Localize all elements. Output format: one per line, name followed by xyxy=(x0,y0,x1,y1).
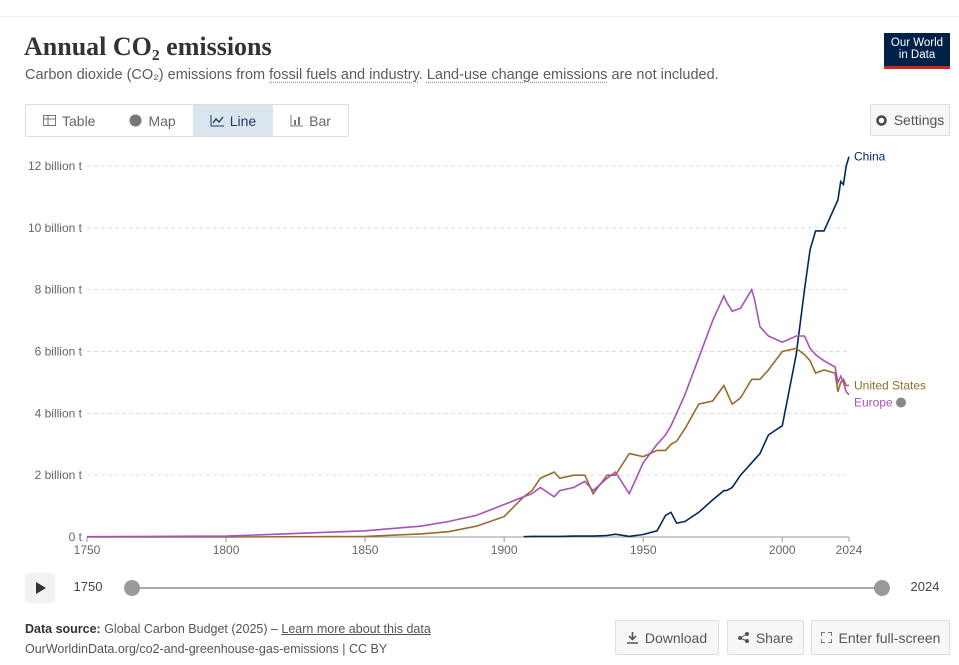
x-tick-label: 2024 xyxy=(836,543,863,557)
play-icon xyxy=(36,582,46,594)
title: Annual CO₂ emissions xyxy=(24,32,272,61)
legend-label: Europe xyxy=(854,396,893,410)
info-icon xyxy=(896,397,906,408)
subtitle-text: Carbon dioxide (CO₂) emissions from xyxy=(25,67,270,83)
x-tick-label: 2000 xyxy=(769,543,796,557)
series-line xyxy=(523,156,850,538)
legend-label: China xyxy=(854,150,886,164)
button-label: Share xyxy=(755,629,794,646)
icon xyxy=(820,632,832,643)
button-label: Settings xyxy=(893,112,945,128)
source-label: Data source: xyxy=(25,622,101,636)
legend-label: United States xyxy=(854,379,926,393)
icon xyxy=(129,114,142,127)
top-border xyxy=(0,16,959,17)
x-tick-label: 1750 xyxy=(74,543,101,557)
y-tick-label: 2 billion t xyxy=(35,468,83,482)
tab-label: Table xyxy=(62,112,96,129)
tab-label: Line xyxy=(229,112,257,129)
tab[interactable]: Table xyxy=(26,105,112,136)
button-label: Enter full-screen xyxy=(838,629,941,646)
legend-item: China xyxy=(854,150,886,164)
y-tick-label: 0 t xyxy=(69,530,83,544)
y-tick-label: 4 billion t xyxy=(35,406,83,420)
series-line xyxy=(86,287,850,538)
url: OurWorldinData.org/co2-and-greenhouse-ga… xyxy=(25,642,388,656)
icon xyxy=(290,114,304,126)
fullscreen-button[interactable]: Enter full-screen xyxy=(811,620,950,655)
subtitle-text: . xyxy=(418,67,427,83)
subtitle: Carbon dioxide (CO₂) emissions from foss… xyxy=(25,67,719,83)
legend-item: Europe xyxy=(854,396,906,410)
tabs: Table Map Line Bar xyxy=(25,104,349,137)
source-line: Data source: Global Carbon Budget (2025)… xyxy=(25,619,431,639)
y-tick-label: 10 billion t xyxy=(28,221,83,235)
icon xyxy=(210,114,224,126)
download-button[interactable]: Download xyxy=(615,620,719,655)
x-tick-label: 1800 xyxy=(213,543,240,557)
tab[interactable]: Bar xyxy=(273,105,348,136)
logo[interactable]: Our World in Data xyxy=(884,33,950,69)
x-tick-label: 1950 xyxy=(630,543,657,557)
series-line xyxy=(87,347,849,538)
tab[interactable]: Map xyxy=(112,105,192,136)
x-tick-label: 1900 xyxy=(491,543,518,557)
subtitle-text: are not included. xyxy=(607,67,719,83)
logo-line: in Data xyxy=(898,49,936,61)
timeline-handle[interactable] xyxy=(874,580,890,596)
subtitle-link[interactable]: Land-use change emissions xyxy=(426,67,608,83)
tab-label: Bar xyxy=(309,112,331,129)
logo-line: Our World xyxy=(890,37,944,49)
icon xyxy=(737,632,749,643)
timeline-handle[interactable] xyxy=(124,580,140,596)
settings-button[interactable]: Settings xyxy=(870,104,950,136)
button-label: Download xyxy=(644,629,708,646)
source: Global Carbon Budget (2025) – xyxy=(100,622,282,636)
share-button[interactable]: Share xyxy=(727,620,804,655)
tab[interactable]: Line xyxy=(192,105,274,136)
legend-item: United States xyxy=(854,379,926,393)
x-tick-label: 1850 xyxy=(352,543,379,557)
subtitle-link[interactable]: fossil fuels and industry xyxy=(269,67,419,83)
tab-label: Map xyxy=(148,112,176,129)
timeline-end: 2024 xyxy=(911,579,940,594)
icon xyxy=(43,115,56,126)
y-tick-label: 6 billion t xyxy=(35,345,83,359)
icon xyxy=(875,114,887,126)
y-tick-label: 8 billion t xyxy=(35,283,83,297)
play-button[interactable] xyxy=(25,573,55,603)
timeline-start: 1750 xyxy=(74,579,103,594)
y-tick-label: 12 billion t xyxy=(28,159,83,173)
footer: Data source: Global Carbon Budget (2025)… xyxy=(25,619,431,659)
learn-more-link[interactable]: Learn more about this data xyxy=(281,622,431,636)
icon xyxy=(626,631,638,644)
